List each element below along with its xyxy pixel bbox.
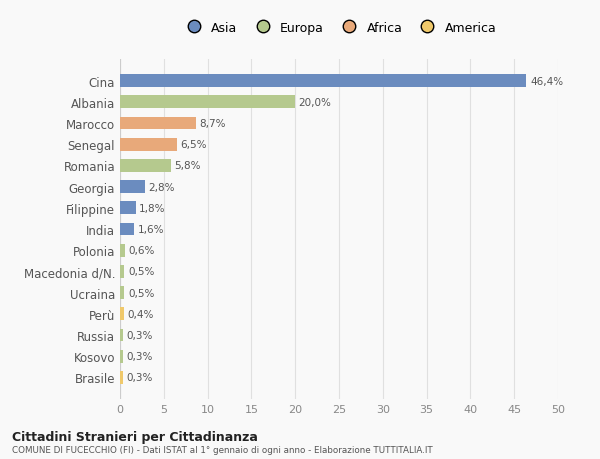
Text: 20,0%: 20,0% <box>299 98 332 107</box>
Bar <box>120 244 125 257</box>
Bar <box>120 118 196 130</box>
Bar <box>120 350 122 363</box>
Bar <box>120 202 136 215</box>
Text: 0,3%: 0,3% <box>126 352 152 361</box>
Text: 6,5%: 6,5% <box>181 140 207 150</box>
Text: 1,8%: 1,8% <box>139 203 166 213</box>
Text: 2,8%: 2,8% <box>148 182 175 192</box>
Text: 0,6%: 0,6% <box>129 246 155 256</box>
Text: 1,6%: 1,6% <box>137 224 164 235</box>
Bar <box>120 329 122 341</box>
Bar <box>120 160 171 173</box>
Text: 5,8%: 5,8% <box>175 161 201 171</box>
Bar <box>120 286 124 299</box>
Legend: Asia, Europa, Africa, America: Asia, Europa, Africa, America <box>181 22 497 35</box>
Text: COMUNE DI FUCECCHIO (FI) - Dati ISTAT al 1° gennaio di ogni anno - Elaborazione : COMUNE DI FUCECCHIO (FI) - Dati ISTAT al… <box>12 445 433 454</box>
Bar <box>120 96 295 109</box>
Text: 0,3%: 0,3% <box>126 373 152 382</box>
Bar <box>120 223 134 236</box>
Bar <box>120 181 145 194</box>
Bar <box>120 371 122 384</box>
Text: 0,3%: 0,3% <box>126 330 152 340</box>
Text: 0,5%: 0,5% <box>128 288 154 298</box>
Text: 0,5%: 0,5% <box>128 267 154 277</box>
Text: Cittadini Stranieri per Cittadinanza: Cittadini Stranieri per Cittadinanza <box>12 430 258 443</box>
Bar <box>120 75 526 88</box>
Bar <box>120 265 124 278</box>
Text: 46,4%: 46,4% <box>530 77 563 86</box>
Bar <box>120 308 124 320</box>
Text: 0,4%: 0,4% <box>127 309 154 319</box>
Text: 8,7%: 8,7% <box>200 119 226 129</box>
Bar <box>120 139 177 151</box>
